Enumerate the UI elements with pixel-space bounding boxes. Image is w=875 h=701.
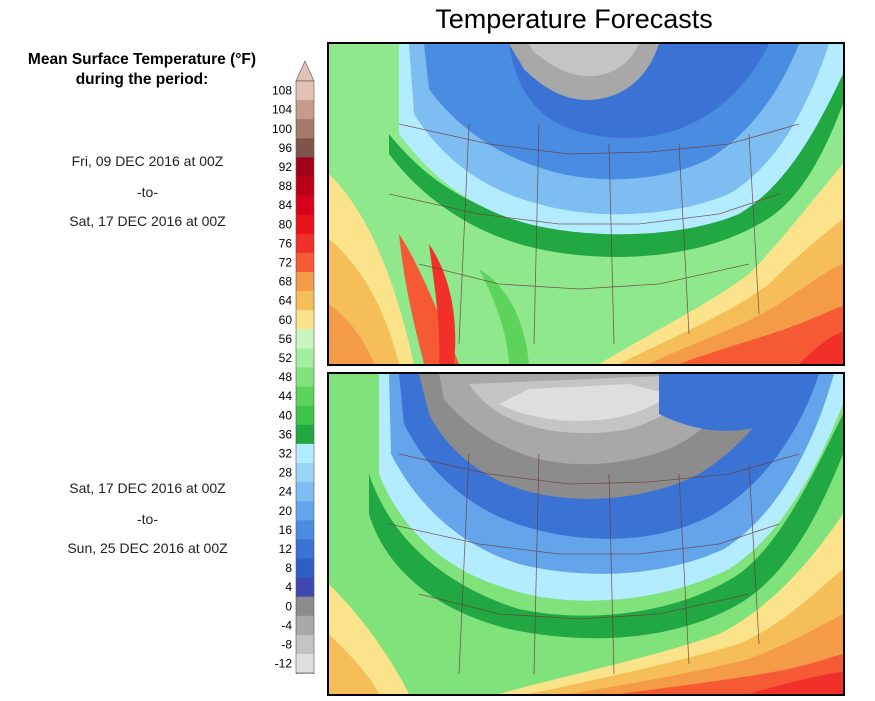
colorbar-swatch	[296, 348, 314, 368]
colorbar-tick-label: 4	[285, 580, 292, 594]
colorbar-tick-label: 28	[279, 466, 293, 480]
colorbar-swatch	[296, 310, 314, 330]
period-2-separator: -to-	[137, 511, 158, 527]
colorbar-tick-label: 84	[279, 198, 293, 212]
legend-title-line1: Mean Surface Temperature (°F)	[27, 51, 257, 68]
colorbar-swatch	[296, 654, 314, 674]
colorbar-tick-label: 52	[279, 351, 293, 365]
period-1-separator: -to-	[137, 184, 158, 200]
forecast-map-period-1	[327, 42, 845, 366]
color-scale-legend: 1081041009692888480767268646056524844403…	[272, 60, 315, 674]
colorbar-tick-label: 12	[279, 542, 293, 556]
colorbar-tick-label: 44	[279, 389, 293, 403]
colorbar-tick-label: 36	[279, 427, 293, 441]
period-2-end: Sun, 25 DEC 2016 at 00Z	[67, 540, 228, 556]
colorbar-tick-label: 24	[279, 485, 293, 499]
period-1-end: Sat, 17 DEC 2016 at 00Z	[69, 213, 226, 229]
colorbar-swatch	[296, 214, 314, 235]
colorbar-swatch	[296, 176, 314, 196]
colorbar-swatch	[296, 386, 314, 406]
colorbar-swatch	[296, 463, 314, 483]
colorbar-swatch	[296, 482, 314, 502]
period-2-start: Sat, 17 DEC 2016 at 00Z	[69, 480, 226, 496]
colorbar-tick-label: 72	[279, 255, 293, 269]
colorbar-swatch	[296, 634, 314, 655]
colorbar-swatch	[296, 119, 314, 139]
legend-title-line2: during the period:	[75, 71, 209, 88]
colorbar-swatch	[296, 81, 314, 101]
colorbar-top-arrow	[295, 60, 315, 82]
page-title: Temperature Forecasts	[435, 4, 713, 34]
colorbar-swatch	[296, 577, 314, 597]
colorbar-swatch	[296, 252, 314, 273]
colorbar-swatch	[296, 367, 314, 387]
colorbar-swatch	[296, 615, 314, 636]
colorbar-swatch	[296, 539, 314, 559]
colorbar-swatch	[296, 501, 314, 521]
legend-title: Mean Surface Temperature (°F) during the…	[8, 50, 276, 90]
colorbar-swatch	[296, 272, 314, 292]
colorbar-tick-label: 60	[279, 313, 293, 327]
colorbar-tick-label: 40	[279, 408, 293, 422]
colorbar-tick-label: 92	[279, 160, 293, 174]
colorbar-tick-label: 48	[279, 370, 293, 384]
colorbar-swatch	[296, 558, 314, 578]
colorbar-swatch	[296, 195, 314, 215]
colorbar-swatch	[296, 138, 314, 158]
colorbar-tick-label: -8	[281, 637, 292, 651]
colorbar-tick-label: 64	[279, 294, 293, 308]
colorbar-tick-label: 108	[272, 84, 292, 98]
colorbar-border	[295, 80, 315, 674]
colorbar-swatch	[296, 520, 314, 540]
period-1-start: Fri, 09 DEC 2016 at 00Z	[71, 153, 224, 169]
colorbar-tick-label: 20	[279, 504, 293, 518]
forecast-map-period-2	[327, 372, 845, 696]
colorbar-tick-label: 32	[279, 446, 293, 460]
colorbar-tick-label: 88	[279, 179, 293, 193]
colorbar-tick-label: -4	[281, 618, 292, 632]
colorbar-swatch	[296, 291, 314, 311]
colorbar-tick-label: 80	[279, 217, 293, 231]
colorbar-tick-label: 16	[279, 523, 293, 537]
colorbar-swatch	[296, 424, 314, 445]
colorbar-tick-label: 56	[279, 332, 293, 346]
colorbar-tick-label: 76	[279, 236, 293, 250]
colorbar-tick-label: 68	[279, 275, 293, 289]
colorbar-swatch	[296, 233, 314, 254]
colorbar-swatch	[296, 596, 314, 617]
colorbar-tick-label: 96	[279, 141, 293, 155]
colorbar-swatch	[296, 100, 314, 120]
colorbar-tick-label: 100	[272, 122, 292, 136]
colorbar-tick-label: 104	[272, 103, 292, 117]
colorbar-tick-label: -12	[275, 657, 293, 671]
colorbar-swatch	[296, 405, 314, 426]
colorbar-swatch	[296, 443, 314, 464]
colorbar-tick-label: 0	[285, 599, 292, 613]
colorbar-swatch	[296, 329, 314, 349]
colorbar-swatch	[296, 157, 314, 177]
colorbar-tick-label: 8	[285, 561, 292, 575]
